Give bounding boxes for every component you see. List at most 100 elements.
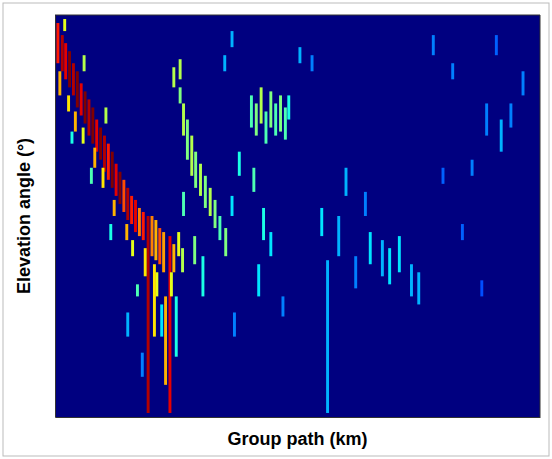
- x-axis-title: Group path (km): [228, 429, 368, 449]
- cell: [442, 168, 445, 184]
- cell: [113, 200, 116, 216]
- cell: [193, 236, 196, 264]
- cell: [91, 107, 94, 143]
- cell: [107, 144, 110, 180]
- axis-line: [55, 16, 56, 418]
- cell: [179, 59, 182, 79]
- cell: [255, 103, 258, 135]
- cell: [103, 136, 106, 172]
- cell: [67, 95, 70, 111]
- cell: [417, 272, 420, 304]
- cell: [142, 212, 145, 240]
- cell: [320, 208, 323, 236]
- cell: [151, 216, 154, 256]
- cell: [58, 71, 61, 95]
- cell: [162, 232, 165, 272]
- cell: [136, 284, 139, 296]
- cell: [141, 353, 144, 377]
- cell: [83, 55, 86, 71]
- cell: [119, 172, 122, 204]
- cell: [398, 236, 401, 272]
- cell: [84, 91, 87, 123]
- cell: [509, 103, 512, 127]
- cells: [55, 15, 540, 417]
- cell: [326, 260, 329, 413]
- cell: [87, 99, 90, 135]
- chart: Group path (km) Elevation angle (°): [0, 0, 552, 459]
- cell: [388, 248, 391, 284]
- cell: [337, 216, 340, 256]
- cell: [63, 19, 66, 31]
- cell: [500, 120, 503, 152]
- cell: [164, 296, 167, 384]
- cell: [345, 168, 348, 196]
- cell: [93, 148, 96, 168]
- cell: [144, 248, 147, 276]
- y-axis-title: Elevation angle (°): [14, 138, 34, 294]
- cell: [364, 192, 367, 216]
- cell: [311, 55, 314, 71]
- cell: [204, 176, 207, 208]
- cell: [104, 107, 107, 123]
- cell: [71, 132, 74, 144]
- cell: [201, 256, 204, 296]
- cell: [250, 95, 253, 127]
- cell: [95, 120, 98, 152]
- cell: [130, 196, 133, 224]
- cell: [260, 87, 263, 123]
- cell: [495, 35, 498, 55]
- cell: [233, 312, 236, 336]
- cell: [354, 256, 357, 288]
- cell: [138, 208, 141, 236]
- plot-frame: [540, 15, 541, 417]
- cell: [158, 228, 161, 264]
- cell: [115, 164, 118, 196]
- cell: [80, 83, 83, 115]
- cell: [284, 107, 287, 139]
- x-axis: [56, 417, 541, 418]
- cell: [224, 228, 227, 256]
- cell: [265, 111, 268, 143]
- cell: [147, 216, 150, 413]
- cell: [194, 152, 197, 188]
- cell: [262, 208, 265, 240]
- cell: [190, 136, 193, 176]
- cell: [172, 244, 175, 272]
- cell: [160, 304, 163, 336]
- cell: [82, 128, 85, 144]
- cell: [410, 264, 413, 296]
- cell: [269, 91, 272, 127]
- plot-frame: [55, 15, 540, 16]
- cell: [199, 164, 202, 196]
- cell: [181, 248, 184, 272]
- cell: [182, 192, 185, 216]
- cell: [451, 63, 454, 79]
- cell: [131, 240, 134, 256]
- cell: [102, 168, 105, 188]
- cell: [269, 232, 272, 256]
- cell: [122, 180, 125, 212]
- cell: [209, 188, 212, 216]
- cell: [72, 63, 75, 95]
- y-axis: [55, 16, 56, 418]
- cell: [175, 296, 178, 356]
- cell: [74, 111, 77, 131]
- cell: [274, 103, 277, 135]
- cell: [461, 224, 464, 240]
- cell: [287, 95, 290, 119]
- cell: [381, 240, 384, 276]
- cell: [154, 220, 157, 260]
- cell: [172, 67, 175, 87]
- cell: [177, 232, 180, 256]
- cell: [56, 23, 59, 63]
- cell: [109, 224, 112, 240]
- cell: [99, 128, 102, 160]
- cell: [111, 152, 114, 188]
- cell: [281, 296, 284, 316]
- cell: [126, 312, 129, 336]
- plot: [55, 15, 541, 418]
- cell: [231, 31, 234, 47]
- cell: [179, 87, 182, 103]
- cell: [153, 264, 156, 336]
- cell: [168, 236, 171, 413]
